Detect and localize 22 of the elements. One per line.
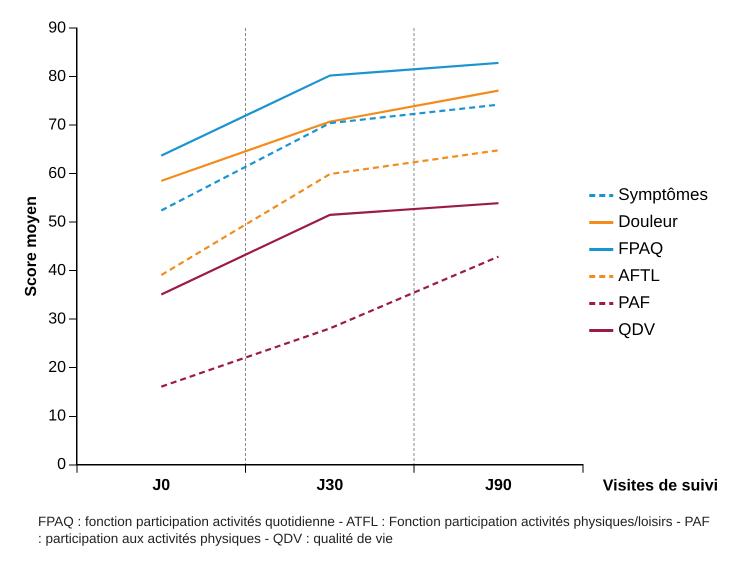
y-tick-label: 60 — [48, 165, 66, 182]
text: FPAQ : fonction participation activités quotidienne - ATFL : Fonction participation activités physiques/loisirs - PAF : participation aux activités physiques - QDV : qualité de vie — [38, 514, 711, 548]
y-tick-label: 90 — [48, 19, 66, 36]
y-tick-label: 30 — [48, 310, 66, 328]
legend-label: AFTL — [618, 266, 660, 286]
x-tick-label: J0 — [152, 476, 170, 494]
legend-label: Douleur — [618, 212, 678, 232]
x-tick-label: J90 — [485, 476, 512, 494]
x-tick-label: J30 — [316, 476, 344, 494]
y-tick-label: 80 — [48, 68, 66, 85]
y-tick-label: 40 — [48, 262, 66, 280]
y-tick-label: 10 — [48, 408, 66, 425]
x-axis-title: Visites de suivi — [602, 477, 718, 494]
y-tick-label: 20 — [48, 359, 66, 376]
y-tick-label: 70 — [48, 116, 66, 134]
y-tick-label: 0 — [57, 456, 66, 474]
legend-label: Symptômes — [618, 185, 708, 204]
y-tick-label: 50 — [48, 214, 66, 231]
y-axis-title: Score moyen — [23, 196, 40, 297]
legend-label: QDV — [618, 320, 656, 340]
legend-label: PAF — [618, 293, 650, 312]
legend-label: FPAQ — [618, 239, 664, 258]
